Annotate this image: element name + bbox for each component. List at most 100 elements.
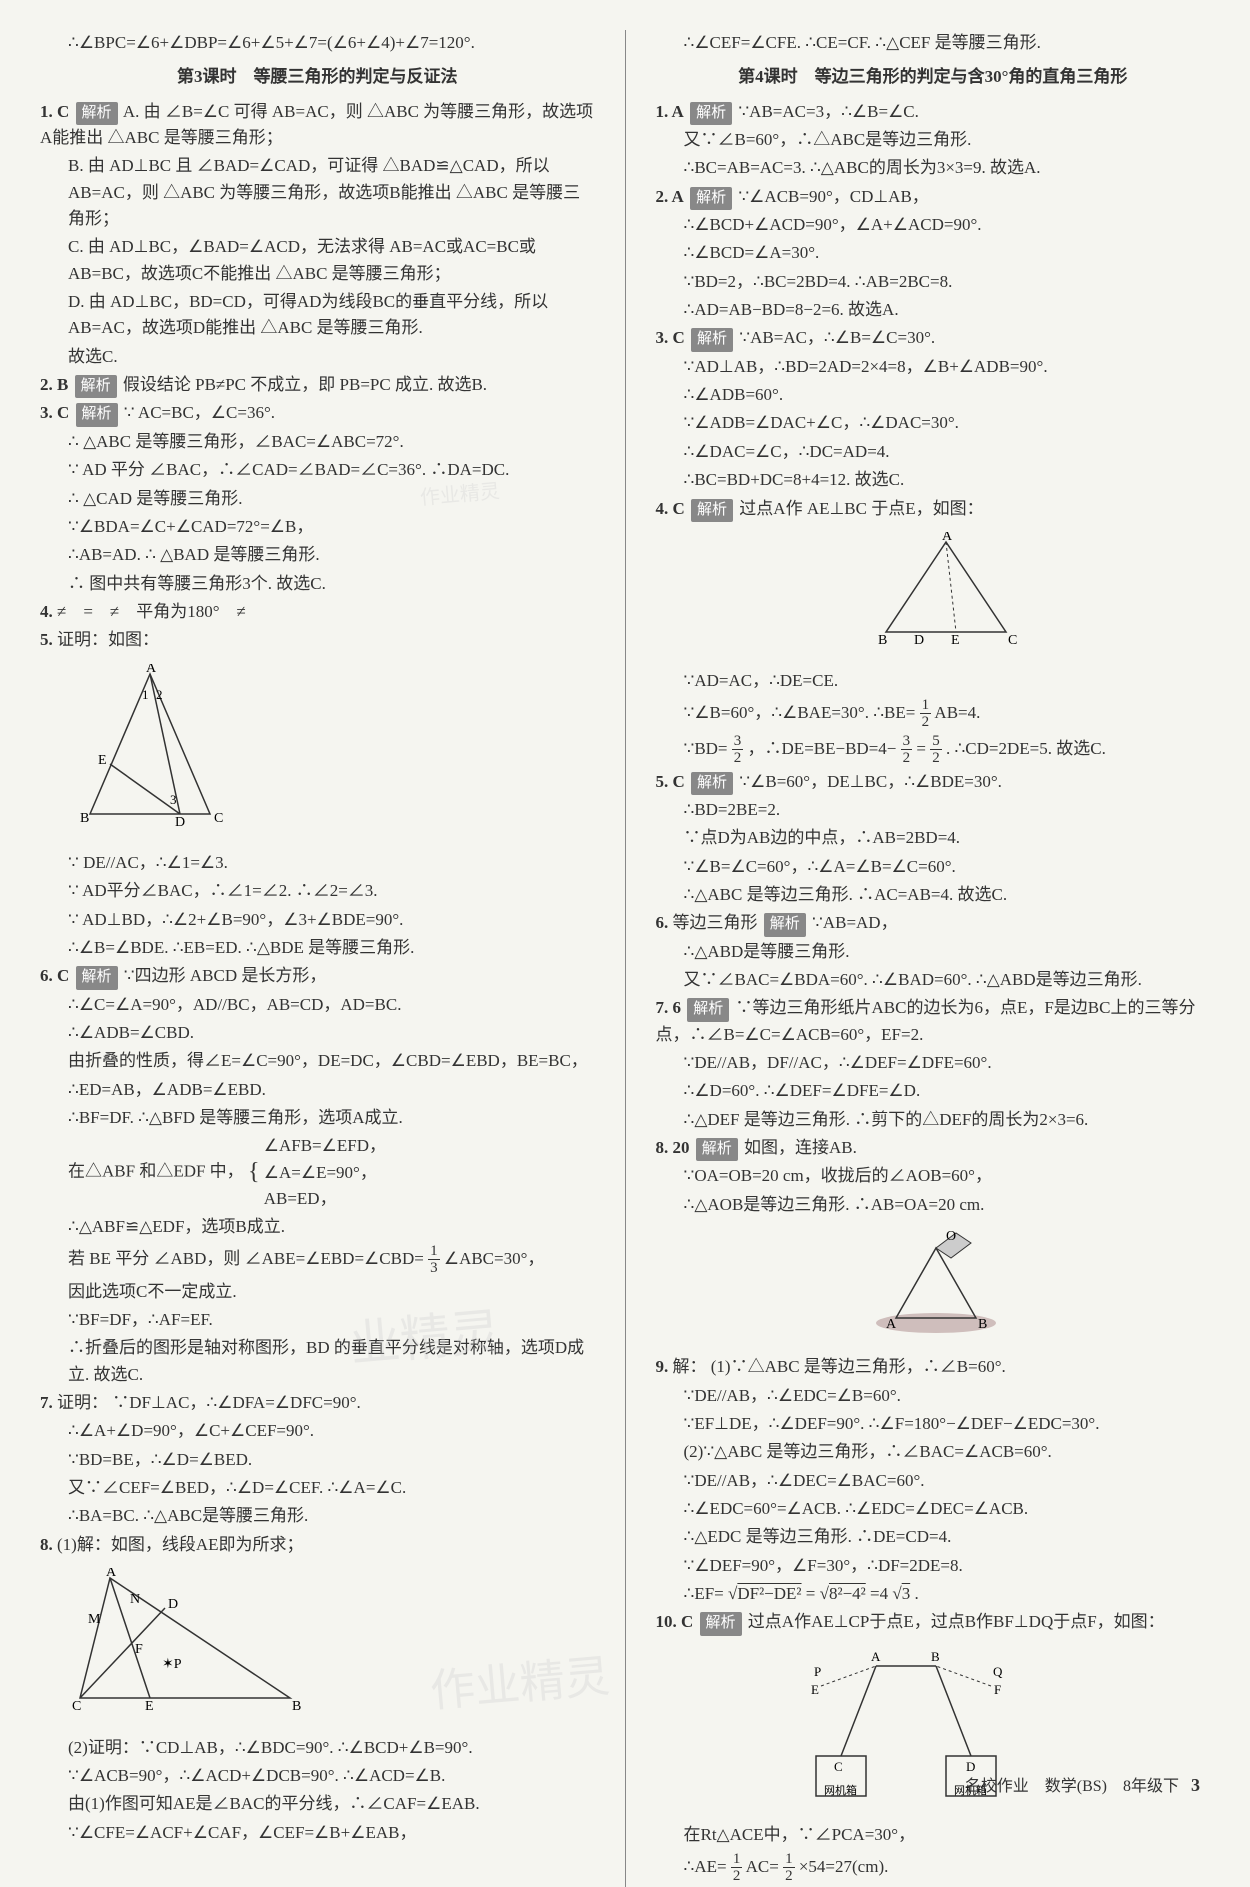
q-num: 2. A xyxy=(656,187,684,206)
text: 由(1)作图可知AE是∠BAC的平分线，∴∠CAF=∠EAB. xyxy=(40,1791,595,1817)
text: ∴∠EDC=60°=∠ACB. ∴∠EDC=∠DEC=∠ACB. xyxy=(656,1496,1211,1522)
text: ∴折叠后的图形是轴对称图形，BD 的垂直平分线是对称轴，选项D成立. 故选C. xyxy=(40,1335,595,1388)
svg-text:B: B xyxy=(292,1699,301,1714)
svg-text:C: C xyxy=(1008,633,1017,648)
q-num: 9. xyxy=(656,1357,669,1376)
triangle-diagram-2: A C B E M N D F ✶P xyxy=(70,1568,310,1718)
text: ∵AB=AD， xyxy=(812,913,898,932)
text: ∵∠BDA=∠C+∠CAD=72°=∠B， xyxy=(40,514,595,540)
q-num: 6. C xyxy=(40,966,69,985)
text: B. 由 AD⊥BC 且 ∠BAD=∠CAD，可证得 △BAD≌△CAD，所以 … xyxy=(40,153,595,232)
text: ≠ = ≠ 平角为180° ≠ xyxy=(57,602,246,621)
q-num: 3. C xyxy=(656,328,685,347)
q-num: 10. C xyxy=(656,1612,694,1631)
text: 等边三角形 xyxy=(673,913,758,932)
text: ∴ED=AB，∠ADB=∠EBD. xyxy=(40,1077,595,1103)
text: ∴∠BCD+∠ACD=90°，∠A+∠ACD=90°. xyxy=(656,212,1211,238)
text: ∵AB=AC，∴∠B=∠C=30°. xyxy=(739,328,935,347)
svg-text:C: C xyxy=(834,1759,843,1774)
tag-analysis: 解析 xyxy=(75,375,117,398)
text: 又∵∠CEF=∠BED，∴∠D=∠CEF. ∴∠A=∠C. xyxy=(40,1475,595,1501)
tag-analysis: 解析 xyxy=(700,1612,742,1635)
svg-text:B: B xyxy=(80,811,89,826)
q-num: 5. C xyxy=(656,772,685,791)
q7r: 7. 6 解析 ∵等边三角形纸片ABC的边长为6，点E，F是边BC上的三等分点，… xyxy=(656,995,1211,1048)
text: 又∵∠B=60°，∴△ABC是等边三角形. xyxy=(656,127,1211,153)
text: ∴△EDC 是等边三角形. ∴DE=CD=4. xyxy=(656,1524,1211,1550)
text: ∵∠B=60°，DE⊥BC，∴∠BDE=30°. xyxy=(739,772,1002,791)
text: ∵等边三角形纸片ABC的边长为6，点E，F是边BC上的三等分点，∴∠B=∠C=∠… xyxy=(656,998,1196,1043)
svg-text:O: O xyxy=(946,1229,956,1244)
text: 过点A作 AE⊥BC 于点E，如图： xyxy=(739,499,983,518)
text: ∴△ABF≌△EDF，选项B成立. xyxy=(40,1214,595,1240)
text: ∵∠ACB=90°，∴∠ACD+∠DCB=90°. ∴∠ACD=∠B. xyxy=(40,1763,595,1789)
text: 又∵∠BAC=∠BDA=60°. ∴∠BAD=60°. ∴△ABD是等边三角形. xyxy=(656,967,1211,993)
text: 若 BE 平分 ∠ABD，则 ∠ABE=∠EBD=∠CBD= 13 ∠ABC=3… xyxy=(40,1243,595,1277)
svg-text:E: E xyxy=(98,753,107,768)
text: ∵BD=BE，∴∠D=∠BED. xyxy=(40,1447,595,1473)
page-footer: 名校作业 数学(BS) 8年级下 3 xyxy=(965,1772,1200,1800)
tag-analysis: 解析 xyxy=(76,403,118,426)
q10r: 10. C 解析 过点A作AE⊥CP于点E，过点B作BF⊥DQ于点F，如图： xyxy=(656,1609,1211,1635)
text: ∴∠BPC=∠6+∠DBP=∠6+∠5+∠7=(∠6+∠4)+∠7=120°. xyxy=(40,30,595,56)
text: ∵点D为AB边的中点，∴AB=2BD=4. xyxy=(656,825,1211,851)
svg-text:A: A xyxy=(942,532,953,544)
q6: 6. C 解析 ∵四边形 ABCD 是长方形， xyxy=(40,963,595,989)
footer-text: 名校作业 数学(BS) 8年级下 xyxy=(965,1778,1179,1795)
section-title: 第4课时 等边三角形的判定与含30°角的直角三角形 xyxy=(656,64,1211,90)
svg-text:B: B xyxy=(878,633,887,648)
text: ∴∠DAC=∠C，∴DC=AD=4. xyxy=(656,439,1211,465)
text: (2)证明：∵CD⊥AB，∴∠BDC=90°. ∴∠BCD+∠B=90°. xyxy=(40,1735,595,1761)
tag-analysis: 解析 xyxy=(690,102,732,125)
q7: 7. 证明： ∵DF⊥AC，∴∠DFA=∠DFC=90°. xyxy=(40,1390,595,1416)
fan-diagram: A B O xyxy=(856,1228,1016,1338)
text: ∵DE//AB，∴∠DEC=∠BAC=60°. xyxy=(656,1468,1211,1494)
q3r: 3. C 解析 ∵AB=AC，∴∠B=∠C=30°. xyxy=(656,325,1211,351)
tag-analysis: 解析 xyxy=(76,102,118,125)
q-num: 4. C xyxy=(656,499,685,518)
q3: 3. C 解析 ∵ AC=BC，∠C=36°. xyxy=(40,400,595,426)
svg-text:A: A xyxy=(106,1568,117,1580)
text: ∴BF=DF. ∴△BFD 是等腰三角形，选项A成立. xyxy=(40,1105,595,1131)
text: ∵OA=OB=20 cm，收拢后的∠AOB=60°， xyxy=(656,1163,1211,1189)
q2: 2. B 解析 假设结论 PB≠PC 不成立，即 PB=PC 成立. 故选B. xyxy=(40,372,595,398)
svg-text:E: E xyxy=(951,633,960,648)
text: ∵AD⊥AB，∴BD=2AD=2×4=8，∠B+∠ADB=90°. xyxy=(656,354,1211,380)
text: ∵AB=AC=3，∴∠B=∠C. xyxy=(738,102,919,121)
text: ∴BA=BC. ∴△ABC是等腰三角形. xyxy=(40,1503,595,1529)
q4: 4. ≠ = ≠ 平角为180° ≠ xyxy=(40,599,595,625)
text: 在△ABF 和△EDF 中， { ∠AFB=∠EFD， ∠A=∠E=90°， A… xyxy=(40,1133,595,1212)
text: D. 由 AD⊥BC，BD=CD，可得AD为线段BC的垂直平分线，所以AB=AC… xyxy=(40,289,595,342)
text: ∵ AD 平分 ∠BAC，∴∠CAD=∠BAD=∠C=36°. ∴DA=DC. xyxy=(40,457,595,483)
text: 解： xyxy=(673,1357,707,1376)
svg-text:网机箱: 网机箱 xyxy=(824,1783,857,1797)
text: 假设结论 PB≠PC 不成立，即 PB=PC 成立. 故选B. xyxy=(123,375,487,394)
q2r: 2. A 解析 ∵∠ACB=90°，CD⊥AB， xyxy=(656,184,1211,210)
text: ∵ DE//AC，∴∠1=∠3. xyxy=(40,850,595,876)
svg-text:E: E xyxy=(811,1682,819,1697)
text: ∴EF= √DF²−DE² = √8²−4² =4 √3 . xyxy=(656,1581,1211,1607)
q-num: 1. A xyxy=(656,102,684,121)
text: (1)解：如图，线段AE即为所求； xyxy=(57,1535,303,1554)
q1r: 1. A 解析 ∵AB=AC=3，∴∠B=∠C. xyxy=(656,99,1211,125)
svg-text:B: B xyxy=(931,1649,940,1664)
text: ∴ △CAD 是等腰三角形. xyxy=(40,486,595,512)
text: ∵AD=AC，∴DE=CE. xyxy=(656,668,1211,694)
q8r: 8. 20 解析 如图，连接AB. xyxy=(656,1135,1211,1161)
svg-text:F: F xyxy=(135,1642,143,1657)
svg-text:B: B xyxy=(978,1317,987,1332)
q-num: 1. C xyxy=(40,102,69,121)
svg-text:3: 3 xyxy=(170,792,177,807)
svg-text:D: D xyxy=(175,815,185,830)
text: ∴AE= 12 AC= 12 ×54=27(cm). xyxy=(656,1851,1211,1885)
text: ∵EF⊥DE，∴∠DEF=90°. ∴∠F=180°−∠DEF−∠EDC=30°… xyxy=(656,1411,1211,1437)
svg-text:✶P: ✶P xyxy=(162,1657,182,1672)
svg-text:A: A xyxy=(871,1649,881,1664)
q9r: 9. 解： (1)∵△ABC 是等边三角形，∴∠B=60°. xyxy=(656,1354,1211,1380)
text: ∵BD= 32 ，∴DE=BE−BD=4− 32 = 52 . ∴CD=2DE=… xyxy=(656,733,1211,767)
q-num: 7. 6 xyxy=(656,998,682,1017)
text: ∵BD=2，∴BC=2BD=4. ∴AB=2BC=8. xyxy=(656,269,1211,295)
q-num: 7. xyxy=(40,1393,53,1412)
text: ∴∠BCD=∠A=30°. xyxy=(656,240,1211,266)
svg-text:2: 2 xyxy=(156,687,163,702)
